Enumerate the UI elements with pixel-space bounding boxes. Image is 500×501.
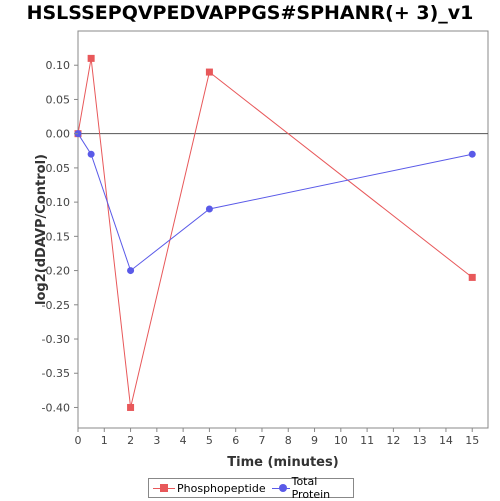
y-tick-label: -0.40 <box>42 401 70 414</box>
y-tick-label: 0.10 <box>46 59 71 72</box>
data-point-total-protein <box>87 150 95 158</box>
data-point-total-protein <box>468 150 476 158</box>
x-tick-label: 6 <box>232 434 239 447</box>
data-point-phosphopeptide <box>468 273 476 281</box>
x-tick-label: 8 <box>285 434 292 447</box>
data-point-total-protein <box>205 205 213 213</box>
x-tick-label: 7 <box>258 434 265 447</box>
x-axis-title: Time (minutes) <box>227 455 338 470</box>
y-axis-title: log2(dDAVP/Control) <box>34 154 49 305</box>
x-tick-label: 1 <box>101 434 108 447</box>
legend-label-total-protein: Total Protein <box>291 475 331 501</box>
y-tick-label: -0.30 <box>42 333 70 346</box>
legend: Phosphopeptide Total Protein <box>148 475 354 501</box>
y-tick-label: -0.20 <box>42 265 70 278</box>
y-tick-label: -0.05 <box>42 162 70 175</box>
y-tick-label: -0.25 <box>42 299 70 312</box>
x-tick-label: 11 <box>360 434 374 447</box>
y-tick-label: 0.00 <box>46 128 71 141</box>
legend-label-phosphopeptide: Phosphopeptide <box>177 481 266 495</box>
x-tick-label: 3 <box>153 434 160 447</box>
y-tick-label: -0.15 <box>42 230 70 243</box>
x-tick-label: 2 <box>127 434 134 447</box>
data-point-total-protein <box>127 267 135 275</box>
legend-mark-total-protein <box>278 484 287 492</box>
x-tick-label: 5 <box>206 434 213 447</box>
x-tick-label: 13 <box>413 434 427 447</box>
y-tick-label: -0.10 <box>42 196 70 209</box>
x-tick-label: 14 <box>439 434 453 447</box>
chart-title: HSLSSEPQVPEDVAPPGS#SPHANR(+ 3)_v1 <box>26 2 474 24</box>
data-point-phosphopeptide <box>87 54 95 62</box>
legend-mark-phosphopeptide <box>160 484 168 492</box>
x-tick-label: 10 <box>334 434 348 447</box>
x-tick-label: 4 <box>180 434 187 447</box>
x-tick-label: 9 <box>311 434 318 447</box>
y-tick-label: 0.05 <box>46 93 71 106</box>
legend-item-phosphopeptide: Phosphopeptide <box>153 482 266 495</box>
square-marker-icon <box>153 483 175 493</box>
data-point-phosphopeptide <box>127 403 135 411</box>
x-tick-label: 12 <box>386 434 400 447</box>
circle-marker-icon <box>271 483 290 493</box>
data-point-phosphopeptide <box>205 68 213 76</box>
x-tick-label: 15 <box>465 434 479 447</box>
y-tick-label: -0.35 <box>42 367 70 380</box>
legend-item-total-protein: Total Protein <box>271 475 347 501</box>
x-tick-label: 0 <box>75 434 82 447</box>
plot-area <box>77 30 489 429</box>
